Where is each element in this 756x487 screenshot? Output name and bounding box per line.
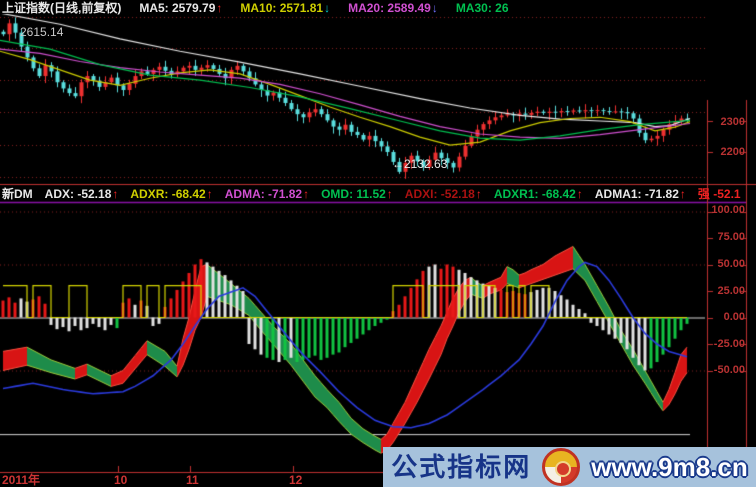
symbol-title: 上证指数(日线,前复权) bbox=[2, 1, 122, 15]
date-label-month: 10 bbox=[114, 473, 128, 487]
osc-axis-label: 25.00 bbox=[717, 285, 745, 297]
ma5-legend: MA5: 2579.79↑ bbox=[139, 1, 223, 15]
adxr-value: ADXR: -68.42↑ bbox=[130, 187, 213, 201]
adx1-value: ADXI: -52.18↑ bbox=[404, 187, 482, 201]
watermark-bar: 公式指标网 www.9m8.cn bbox=[383, 447, 756, 487]
up-arrow-icon: ↑ bbox=[112, 187, 119, 201]
up-arrow-icon: ↑ bbox=[206, 187, 213, 201]
down-arrow-icon: ↓ bbox=[431, 1, 438, 15]
site-logo-icon bbox=[542, 448, 581, 486]
ma10-legend: MA10: 2571.81↓ bbox=[240, 1, 331, 15]
up-arrow-icon: ↑ bbox=[679, 187, 686, 201]
up-arrow-icon: ↑ bbox=[475, 187, 482, 201]
date-label-year: 2011年 bbox=[2, 473, 41, 487]
indicator-name: 新DM bbox=[2, 187, 33, 201]
adxr1-value: ADXR1: -68.42↑ bbox=[493, 187, 583, 201]
price-axis-label: 2300 bbox=[720, 116, 745, 128]
up-arrow-icon: ↑ bbox=[386, 187, 393, 201]
ma20-legend: MA20: 2589.49↓ bbox=[348, 1, 438, 15]
omd-value: OMD: 11.52↑ bbox=[321, 187, 393, 201]
osc-axis-label: -50.00 bbox=[713, 364, 745, 376]
chart-header: 上证指数(日线,前复权) MA5: 2579.79↑ MA10: 2571.81… bbox=[2, 2, 509, 14]
up-arrow-icon: ↑ bbox=[303, 187, 310, 201]
osc-axis-label: 0.00 bbox=[723, 311, 745, 323]
low-price-annotation: ←2132.63 bbox=[392, 157, 448, 171]
osc-axis-label: -25.00 bbox=[713, 338, 745, 350]
up-arrow-icon: ↑ bbox=[576, 187, 583, 201]
ma30-legend: MA30: 26 bbox=[455, 1, 509, 15]
watermark-site-name: 公式指标网 bbox=[391, 452, 532, 482]
high-price-annotation: 2615.14 bbox=[20, 25, 64, 39]
date-label-month: 12 bbox=[289, 473, 303, 487]
osc-axis-label: 50.00 bbox=[717, 258, 745, 270]
down-arrow-icon: ↓ bbox=[324, 1, 331, 15]
qiang-value: 强 -52.1 bbox=[697, 187, 741, 201]
date-label-month: 11 bbox=[186, 473, 199, 487]
osc-axis-label: 100.00 bbox=[711, 204, 745, 216]
osc-axis-label: 75.00 bbox=[717, 231, 745, 243]
price-axis-label: 2200 bbox=[720, 146, 745, 158]
adx-value: ADX: -52.18↑ bbox=[44, 187, 119, 201]
watermark-url[interactable]: www.9m8.cn bbox=[591, 452, 748, 482]
indicator-header: 新DM ADX: -52.18↑ ADXR: -68.42↑ ADMA: -71… bbox=[2, 188, 741, 200]
adma1-value: ADMA1: -71.82↑ bbox=[594, 187, 686, 201]
up-arrow-icon: ↑ bbox=[216, 1, 223, 15]
adma-value: ADMA: -71.82↑ bbox=[224, 187, 310, 201]
